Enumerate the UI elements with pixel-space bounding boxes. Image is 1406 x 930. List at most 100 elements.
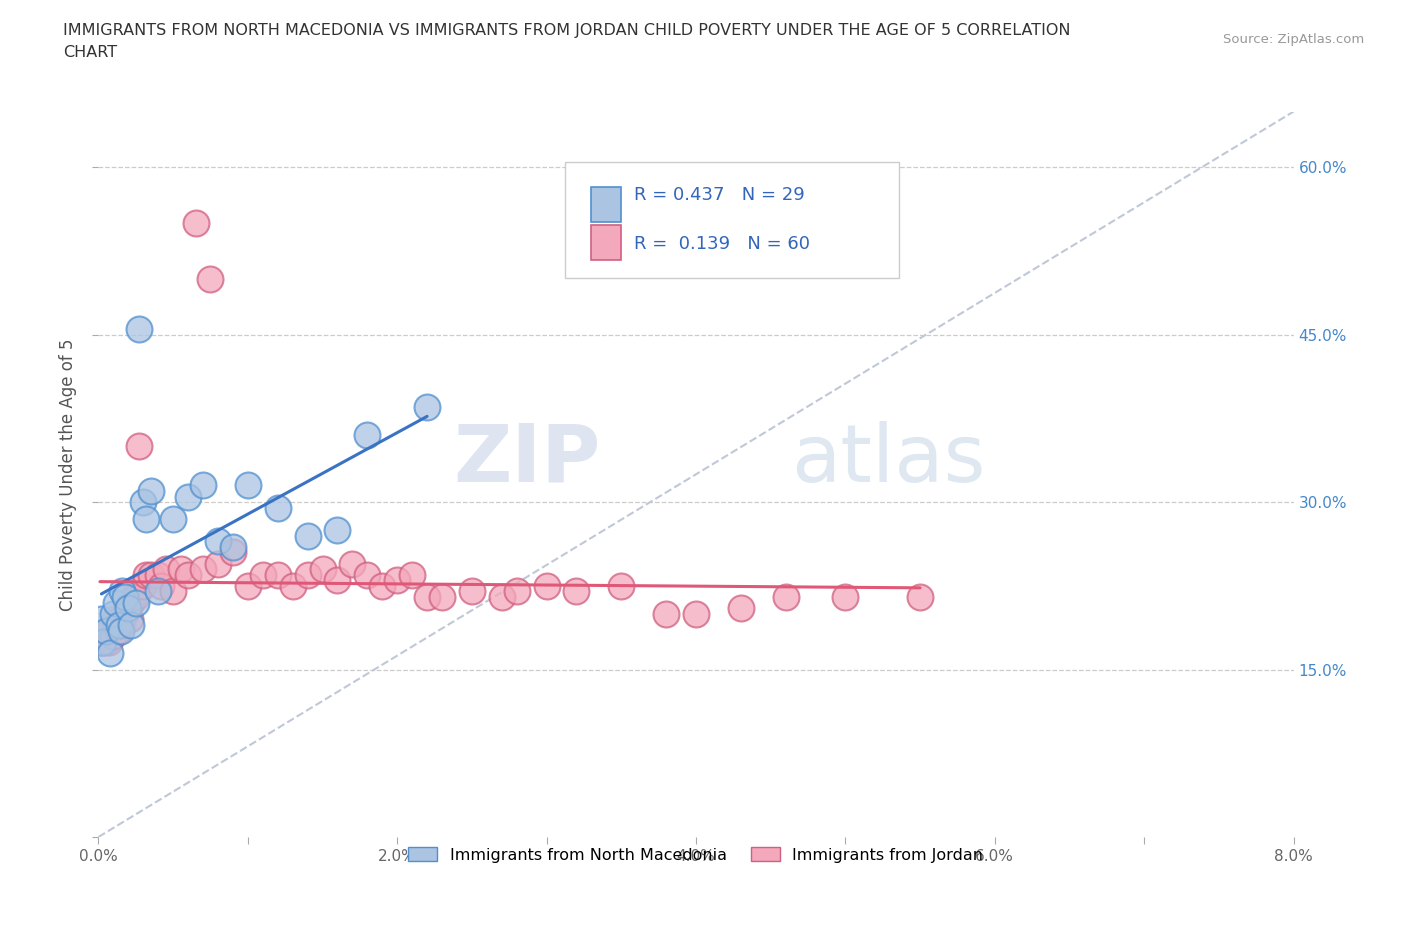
Point [311,562,333,577]
FancyBboxPatch shape [591,187,620,222]
Point [120,618,142,632]
Point [177,489,200,504]
Point [114,590,136,604]
Point [207,556,229,571]
Point [103,629,125,644]
Point [97,634,120,649]
Text: R =  0.139   N = 60: R = 0.139 N = 60 [634,234,810,253]
Point [94,623,117,638]
Point [169,562,191,577]
Point [118,612,141,627]
Point [267,567,290,582]
Point [132,495,155,510]
Point [162,584,184,599]
Point [139,484,162,498]
Point [177,567,200,582]
Point [834,590,856,604]
Point [685,606,707,621]
Point [148,567,170,582]
Y-axis label: Child Poverty Under the Age of 5: Child Poverty Under the Age of 5 [59,338,77,611]
Point [98,623,122,638]
Point [91,634,114,649]
Text: R = 0.437   N = 29: R = 0.437 N = 29 [634,186,804,204]
Point [236,478,259,493]
Point [90,612,112,627]
Point [114,606,136,621]
Point [111,618,134,632]
Point [610,578,633,593]
Point [326,573,349,588]
Point [135,512,157,526]
Point [297,528,319,543]
Point [416,400,439,415]
Point [342,556,364,571]
Point [326,523,349,538]
Point [207,534,229,549]
FancyBboxPatch shape [591,225,620,260]
Point [162,512,184,526]
Point [117,601,139,616]
Point [110,623,132,638]
Point [150,578,173,593]
Point [120,595,142,610]
Point [91,634,114,649]
Point [94,634,117,649]
Point [236,578,259,593]
Point [730,601,752,616]
Point [184,216,207,231]
Point [105,595,128,610]
Point [128,439,150,454]
Text: ZIP: ZIP [453,420,600,498]
Point [96,623,118,638]
Point [128,322,150,337]
Point [111,584,134,599]
Point [125,595,148,610]
Point [908,590,931,604]
Point [430,590,453,604]
Point [536,578,558,593]
Point [108,618,131,632]
Point [105,618,128,632]
Point [98,645,122,660]
Point [385,573,409,588]
Point [155,562,177,577]
Point [491,590,513,604]
Point [89,634,111,649]
Point [107,623,129,638]
Point [401,567,423,582]
Point [281,578,304,593]
Point [121,590,143,604]
Point [103,606,125,621]
Point [267,500,290,515]
Point [775,590,797,604]
Point [565,584,588,599]
Text: Source: ZipAtlas.com: Source: ZipAtlas.com [1223,33,1364,46]
Point [104,612,127,627]
Point [90,634,112,649]
Point [200,272,222,286]
Point [297,567,319,582]
Point [132,578,155,593]
Point [191,562,214,577]
Point [461,584,484,599]
Point [222,539,245,554]
Text: IMMIGRANTS FROM NORTH MACEDONIA VS IMMIGRANTS FROM JORDAN CHILD POVERTY UNDER TH: IMMIGRANTS FROM NORTH MACEDONIA VS IMMIG… [63,23,1071,60]
Point [110,612,132,627]
Point [148,584,170,599]
Point [356,428,378,443]
Point [655,606,678,621]
Point [117,601,139,616]
Legend: Immigrants from North Macedonia, Immigrants from Jordan: Immigrants from North Macedonia, Immigra… [402,841,990,869]
Point [252,567,274,582]
Point [135,567,157,582]
Point [371,578,394,593]
Point [356,567,378,582]
Point [506,584,529,599]
Point [125,590,148,604]
Point [191,478,214,493]
FancyBboxPatch shape [565,163,900,278]
Text: atlas: atlas [792,420,986,498]
Point [222,545,245,560]
Point [416,590,439,604]
Point [139,567,162,582]
